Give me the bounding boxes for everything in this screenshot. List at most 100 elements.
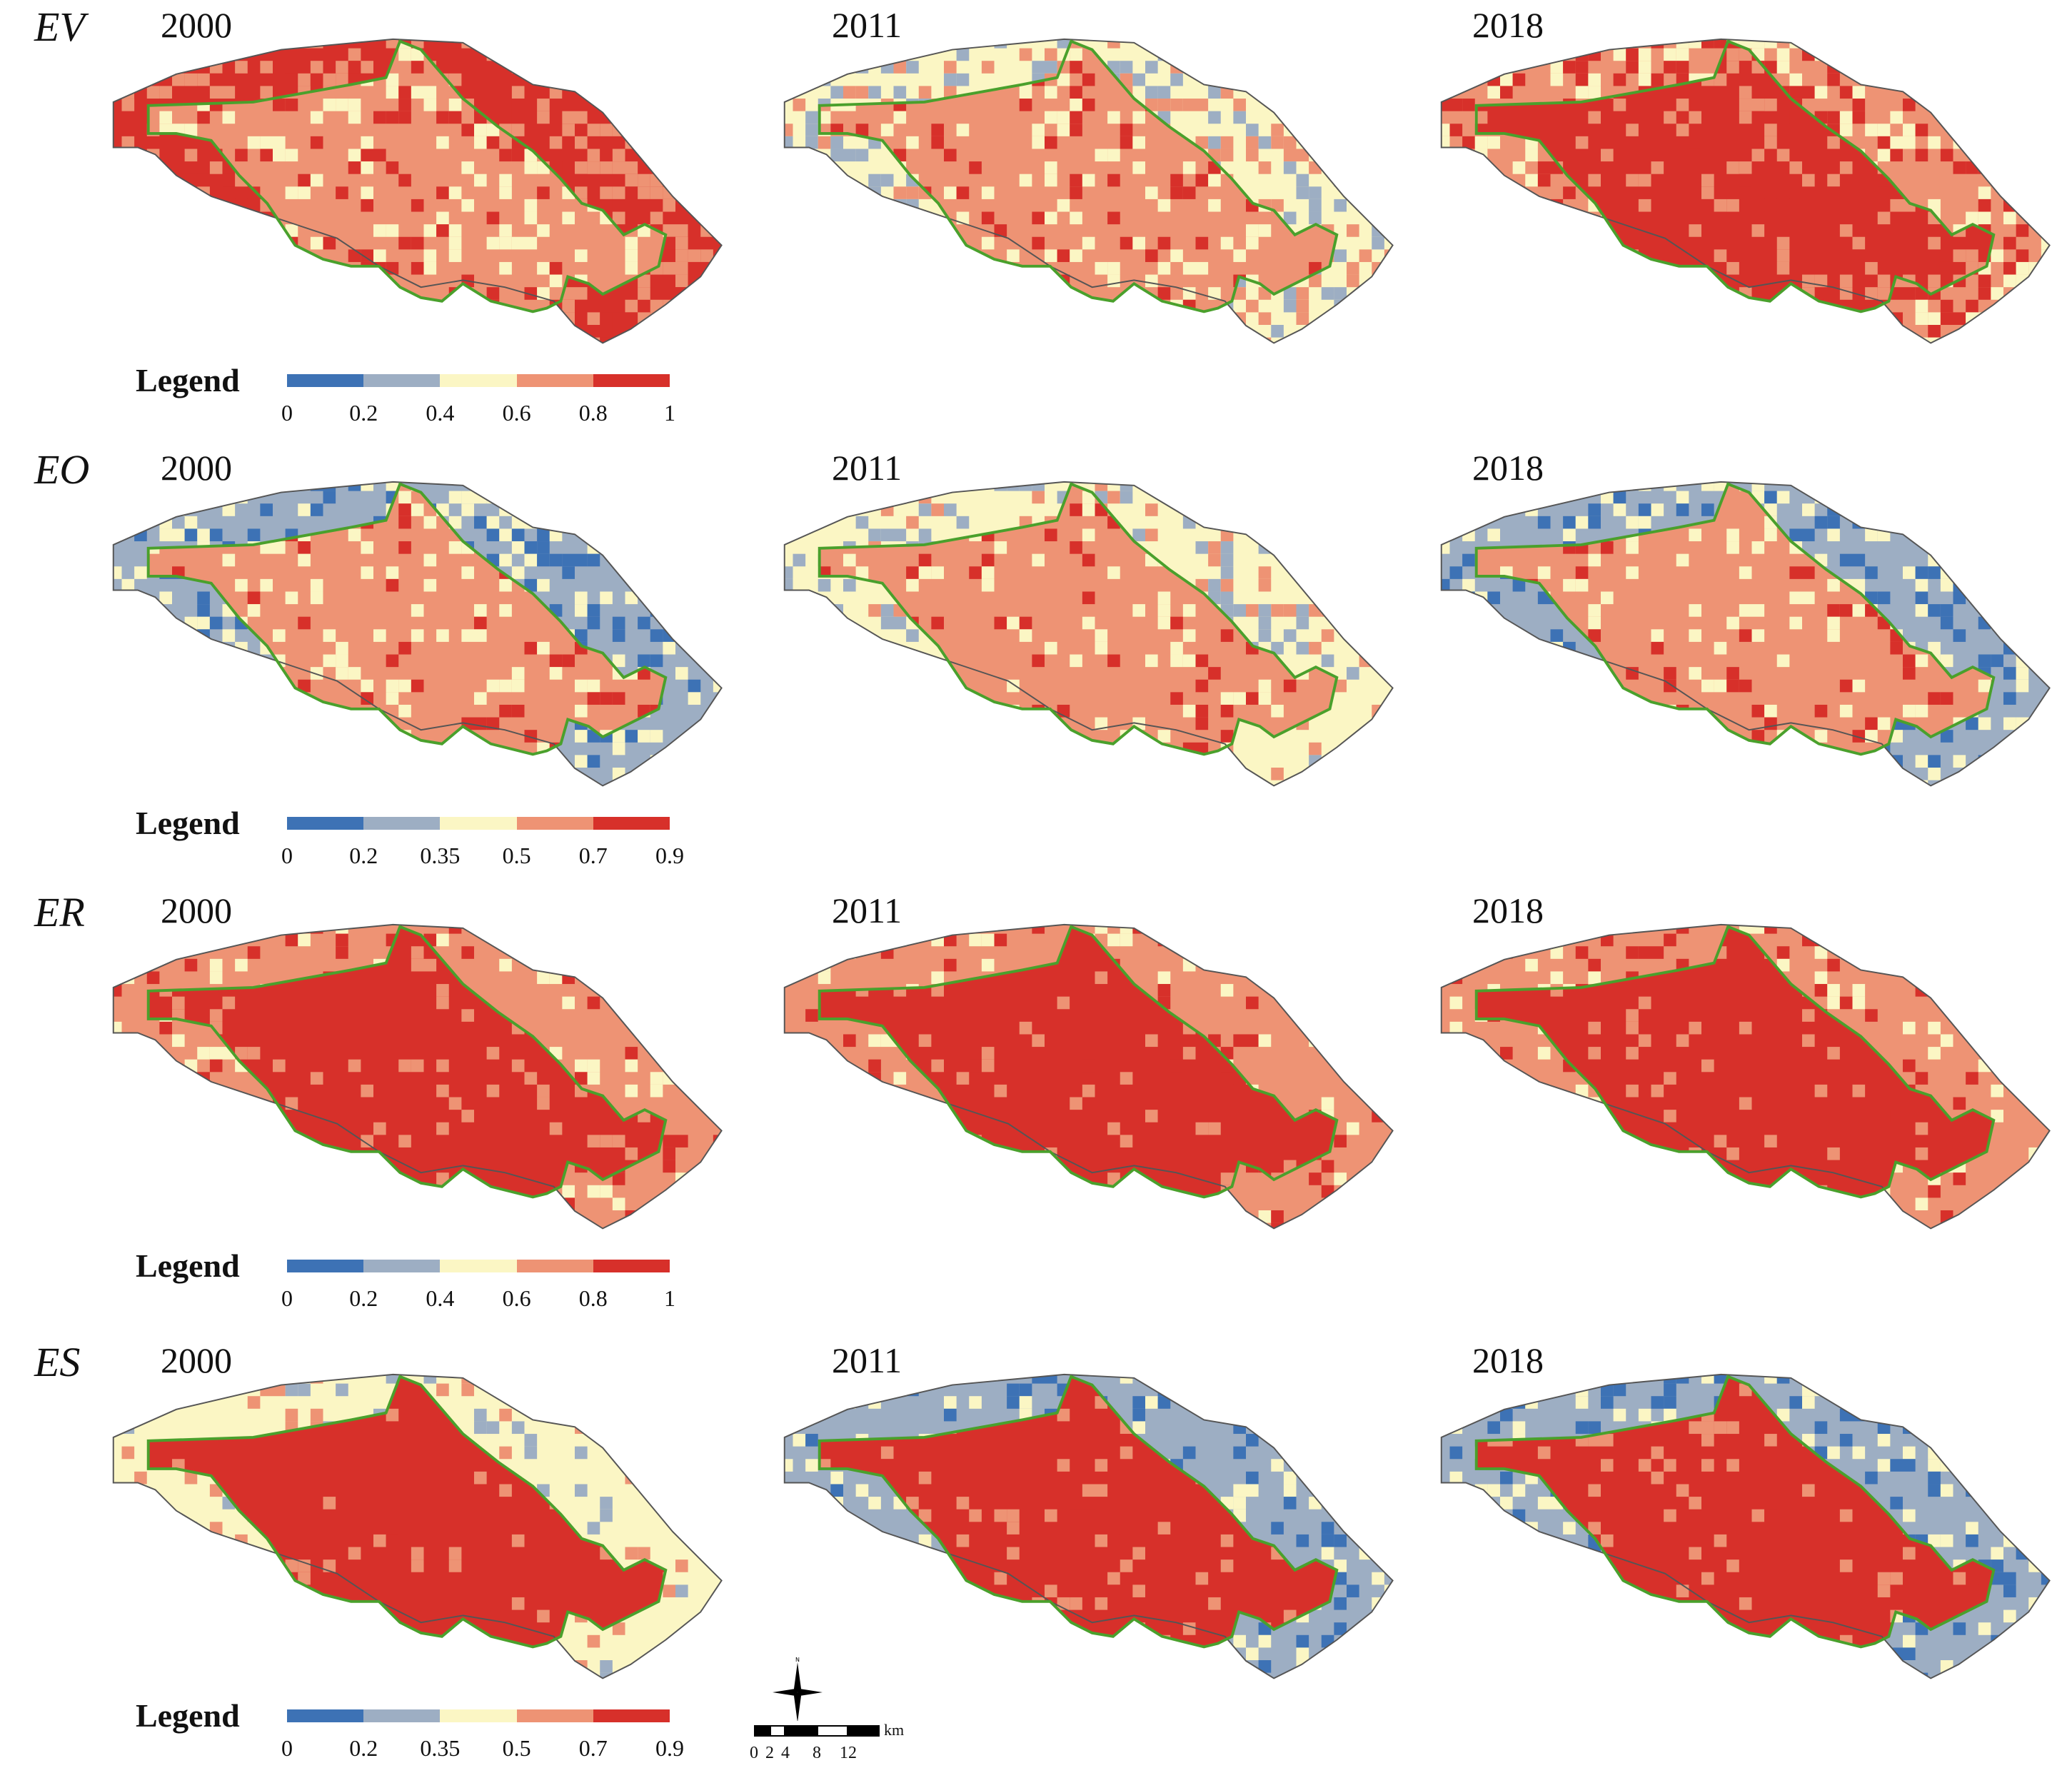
study-area-boundary <box>783 38 1394 344</box>
map-panel <box>1399 1371 2071 1692</box>
legend-tick: 0 <box>281 1735 293 1761</box>
legend-swatch <box>287 1260 364 1272</box>
legend-tick: 0.6 <box>502 400 531 426</box>
study-area-boundary <box>1440 481 2051 787</box>
urban-zone-outline <box>146 39 668 313</box>
urban-zone-outline <box>146 482 668 756</box>
row-label: ES <box>34 1339 81 1385</box>
north-arrow: N <box>773 1657 823 1722</box>
legend-tick: 0.35 <box>420 1735 461 1761</box>
legend-tick: 0.4 <box>426 400 455 426</box>
legend-swatch <box>516 1709 593 1722</box>
urban-zone-outline <box>1474 1375 1996 1649</box>
legend: Legend 0 0.2 0.4 0.6 0.8 1 <box>136 1228 678 1311</box>
study-area-boundary <box>1440 1373 2051 1679</box>
legend-color-ramp <box>287 1709 670 1722</box>
legend-tick: 0.8 <box>578 400 608 426</box>
legend-title: Legend <box>136 805 240 841</box>
scale-label: 0 <box>750 1744 758 1762</box>
urban-zone-outline <box>146 1375 668 1649</box>
map-panel <box>743 478 1414 800</box>
year-label: 2018 <box>1472 5 1544 45</box>
legend-swatch <box>516 1260 593 1272</box>
legend-swatch <box>287 374 364 387</box>
year-label: 2000 <box>161 890 232 930</box>
study-area-boundary <box>112 923 723 1230</box>
legend-tick: 0.9 <box>655 1735 684 1761</box>
study-area-boundary <box>783 923 1394 1230</box>
map-panel <box>743 921 1414 1242</box>
study-area-boundary <box>112 481 723 787</box>
legend-swatch <box>593 1709 670 1722</box>
legend-tick: 1 <box>664 1285 675 1311</box>
legend-swatch <box>516 374 593 387</box>
legend-tick: 0.8 <box>578 1285 608 1311</box>
legend-tick: 0 <box>281 843 293 868</box>
legend-swatch <box>593 1260 670 1272</box>
study-area-boundary <box>1440 38 2051 344</box>
map-panel <box>71 921 743 1242</box>
legend-color-ramp <box>287 1260 670 1272</box>
legend-swatch <box>516 817 593 830</box>
legend-tick: 0 <box>281 1285 293 1311</box>
legend-swatch <box>440 817 517 830</box>
legend-title: Legend <box>136 1247 240 1284</box>
legend-tick: 0.2 <box>349 1735 378 1761</box>
study-area-boundary <box>1440 923 2051 1230</box>
year-label: 2000 <box>161 5 232 45</box>
map-row-es: ES 2000 2011 2018 Legend 0 0.2 0.35 0.5 0.7 0.9 <box>0 1335 2072 1778</box>
legend: Legend 0 0.2 0.4 0.6 0.8 1 <box>136 343 678 426</box>
legend-tick: 0.5 <box>502 843 531 868</box>
scale-label: 2 <box>765 1744 774 1762</box>
legend-tick: 0.2 <box>349 1285 378 1311</box>
map-panel <box>71 1371 743 1692</box>
map-panel <box>71 36 743 357</box>
map-row-eo: EO 2000 2011 2018 Legend 0 0.2 0.35 0.5 0.7 0.9 <box>0 443 2072 885</box>
legend-tick: 0.2 <box>349 843 378 868</box>
map-panel <box>1399 921 2071 1242</box>
legend-swatch <box>593 817 670 830</box>
legend-color-ramp <box>287 374 670 387</box>
row-label: EO <box>34 446 90 493</box>
year-label: 2018 <box>1472 1340 1544 1380</box>
year-label: 2000 <box>161 1340 232 1380</box>
legend-tick: 0.35 <box>420 843 461 868</box>
year-label: 2011 <box>832 448 902 488</box>
scale-label: 12 <box>840 1744 857 1762</box>
legend-tick: 0 <box>281 400 293 426</box>
legend-tick: 0.4 <box>426 1285 455 1311</box>
urban-zone-outline <box>818 39 1339 313</box>
legend-tick: 0.7 <box>578 843 608 868</box>
scale-label: 8 <box>813 1744 821 1762</box>
legend: Legend 0 0.2 0.35 0.5 0.7 0.9 <box>136 785 684 868</box>
year-label: 2011 <box>832 5 902 45</box>
map-panel <box>1399 478 2071 800</box>
urban-zone-outline <box>1474 39 1996 313</box>
row-label: EV <box>34 4 85 50</box>
urban-zone-outline <box>818 1375 1339 1649</box>
legend-swatch <box>363 817 441 830</box>
urban-zone-outline <box>146 925 668 1199</box>
legend: Legend 0 0.2 0.35 0.5 0.7 0.9 <box>136 1678 684 1761</box>
map-panel <box>743 1371 1414 1692</box>
legend-swatch <box>440 1709 517 1722</box>
legend-swatch <box>440 374 517 387</box>
legend-tick: 0.5 <box>502 1735 531 1761</box>
map-panel <box>1399 36 2071 357</box>
year-label: 2018 <box>1472 448 1544 488</box>
study-area-boundary <box>783 1373 1394 1679</box>
study-area-boundary <box>783 481 1394 787</box>
legend-tick: 0.2 <box>349 400 378 426</box>
legend-swatch <box>363 374 441 387</box>
legend-swatch <box>593 374 670 387</box>
legend-title: Legend <box>136 1697 240 1734</box>
year-label: 2018 <box>1472 890 1544 930</box>
urban-zone-outline <box>1474 925 1996 1199</box>
scale-label: 4 <box>781 1744 790 1762</box>
legend-tick: 0.6 <box>502 1285 531 1311</box>
scale-unit: km <box>884 1721 905 1739</box>
legend-swatch <box>287 1709 364 1722</box>
legend-title: Legend <box>136 362 240 398</box>
legend-tick: 0.9 <box>655 843 684 868</box>
map-row-ev: EV 2000 2011 2018 Legend 0 0.2 0.4 0.6 0.8 1 <box>0 0 2072 443</box>
